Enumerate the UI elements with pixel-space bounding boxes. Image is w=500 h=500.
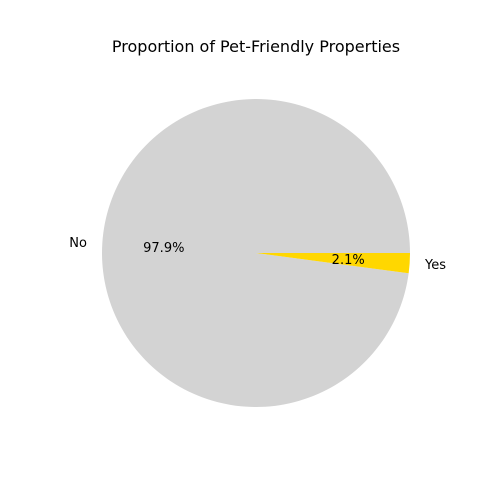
slice-pct-no: 97.9% <box>143 241 184 256</box>
chart-title: Proportion of Pet-Friendly Properties <box>112 37 400 56</box>
pie-labels: No 97.9% Yes 2.1% <box>69 236 446 273</box>
pie-slice-yes <box>256 253 410 274</box>
slice-label-no: No <box>69 236 87 251</box>
slice-label-yes: Yes <box>424 258 446 273</box>
pie-slice-no <box>101 99 410 408</box>
pie-slices <box>101 99 410 408</box>
slice-pct-yes: 2.1% <box>332 253 365 268</box>
